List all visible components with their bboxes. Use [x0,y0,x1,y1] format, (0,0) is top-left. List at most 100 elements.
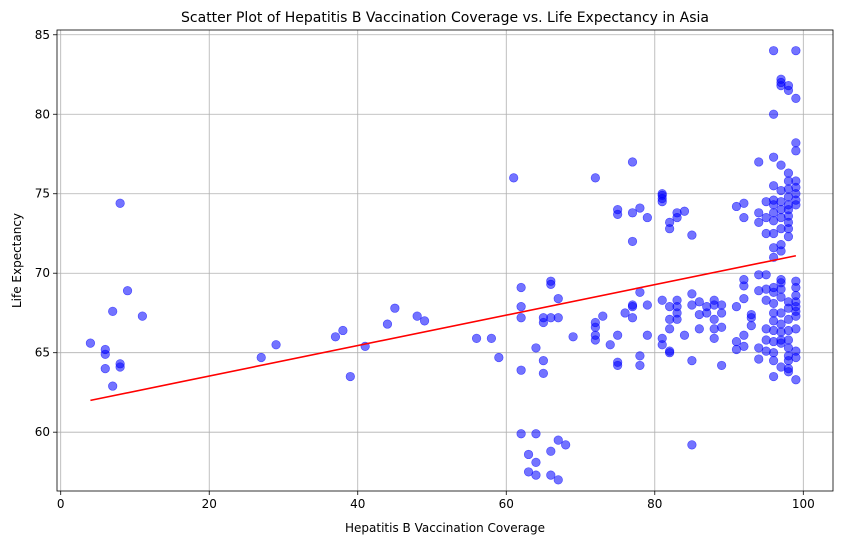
data-point [739,212,749,223]
data-point [783,363,794,374]
trend-line [90,254,797,402]
data-point [546,446,556,456]
data-point [635,203,645,213]
data-point [115,198,125,208]
data-point [709,324,719,334]
data-point [791,324,801,334]
data-point [523,449,534,460]
data-point [627,157,638,167]
data-point [657,295,667,305]
data-point [553,435,563,445]
data-points [85,46,801,485]
data-point [746,313,756,323]
data-point [791,138,801,148]
data-point [546,276,556,286]
data-point [783,232,794,242]
data-point [553,294,563,304]
data-point [791,352,801,363]
data-point [731,336,742,347]
trend-line-group [90,254,797,402]
data-point [754,157,764,167]
data-point [635,351,645,361]
data-point [516,282,526,293]
data-point [776,185,786,196]
data-point [754,208,764,218]
grid-lines [57,30,833,491]
data-point [776,308,786,318]
data-point [390,303,400,313]
data-point [590,330,600,340]
data-point [642,300,652,310]
data-point [687,289,697,299]
data-point [783,335,794,345]
data-point [768,228,779,239]
data-point [471,333,482,343]
data-point [657,340,667,350]
data-point [546,470,556,480]
data-point [657,197,667,207]
data-point [761,324,771,334]
data-point [627,208,638,218]
data-point [739,330,749,340]
plot-frame [56,29,834,492]
data-point [687,356,697,366]
data-point [108,306,118,316]
data-point [783,184,794,194]
data-point [687,440,697,450]
data-point [538,368,548,378]
data-point [739,281,749,291]
data-point [271,340,281,350]
data-point [791,311,801,321]
y-tick-label: 75 [35,187,50,201]
data-point [768,371,779,382]
data-point [768,109,779,119]
data-point [635,360,645,371]
data-point [531,343,541,353]
data-point [672,314,682,324]
data-point [613,205,623,215]
data-point [717,300,727,310]
data-point [791,93,801,103]
data-point [516,365,526,375]
data-point [783,168,794,178]
data-point [768,336,779,347]
data-point [754,286,764,296]
data-point [613,360,623,371]
data-point [100,349,110,359]
axis-ticks: 0 20 40 60 80 100 60 65 70 75 80 85 [35,28,815,511]
data-point [709,333,719,343]
data-point [761,270,771,280]
data-point [717,322,727,332]
data-point [768,152,779,162]
data-point [620,308,630,318]
y-tick-label: 85 [35,28,50,42]
data-point [486,333,497,343]
data-point [553,313,563,323]
data-point [679,330,690,340]
data-point [702,308,712,318]
data-point [338,325,348,336]
data-point [509,173,519,183]
y-tick-label: 65 [35,346,50,360]
data-point [516,429,526,439]
data-point [761,335,771,345]
data-point [635,287,645,297]
data-point [776,212,786,223]
x-tick-label: 20 [202,497,217,511]
y-tick-label: 60 [35,425,50,439]
data-point [590,173,600,183]
y-tick-label: 70 [35,266,50,280]
data-point [717,308,727,318]
data-point [754,354,764,364]
data-point [694,309,704,320]
data-point [709,314,719,324]
y-axis-label: Life Expectancy [10,213,24,308]
data-point [85,338,96,348]
x-tick-label: 60 [499,497,514,511]
data-point [679,206,690,216]
data-point [568,332,578,342]
data-point [613,330,623,340]
data-point [746,321,756,331]
x-tick-label: 100 [792,497,815,511]
